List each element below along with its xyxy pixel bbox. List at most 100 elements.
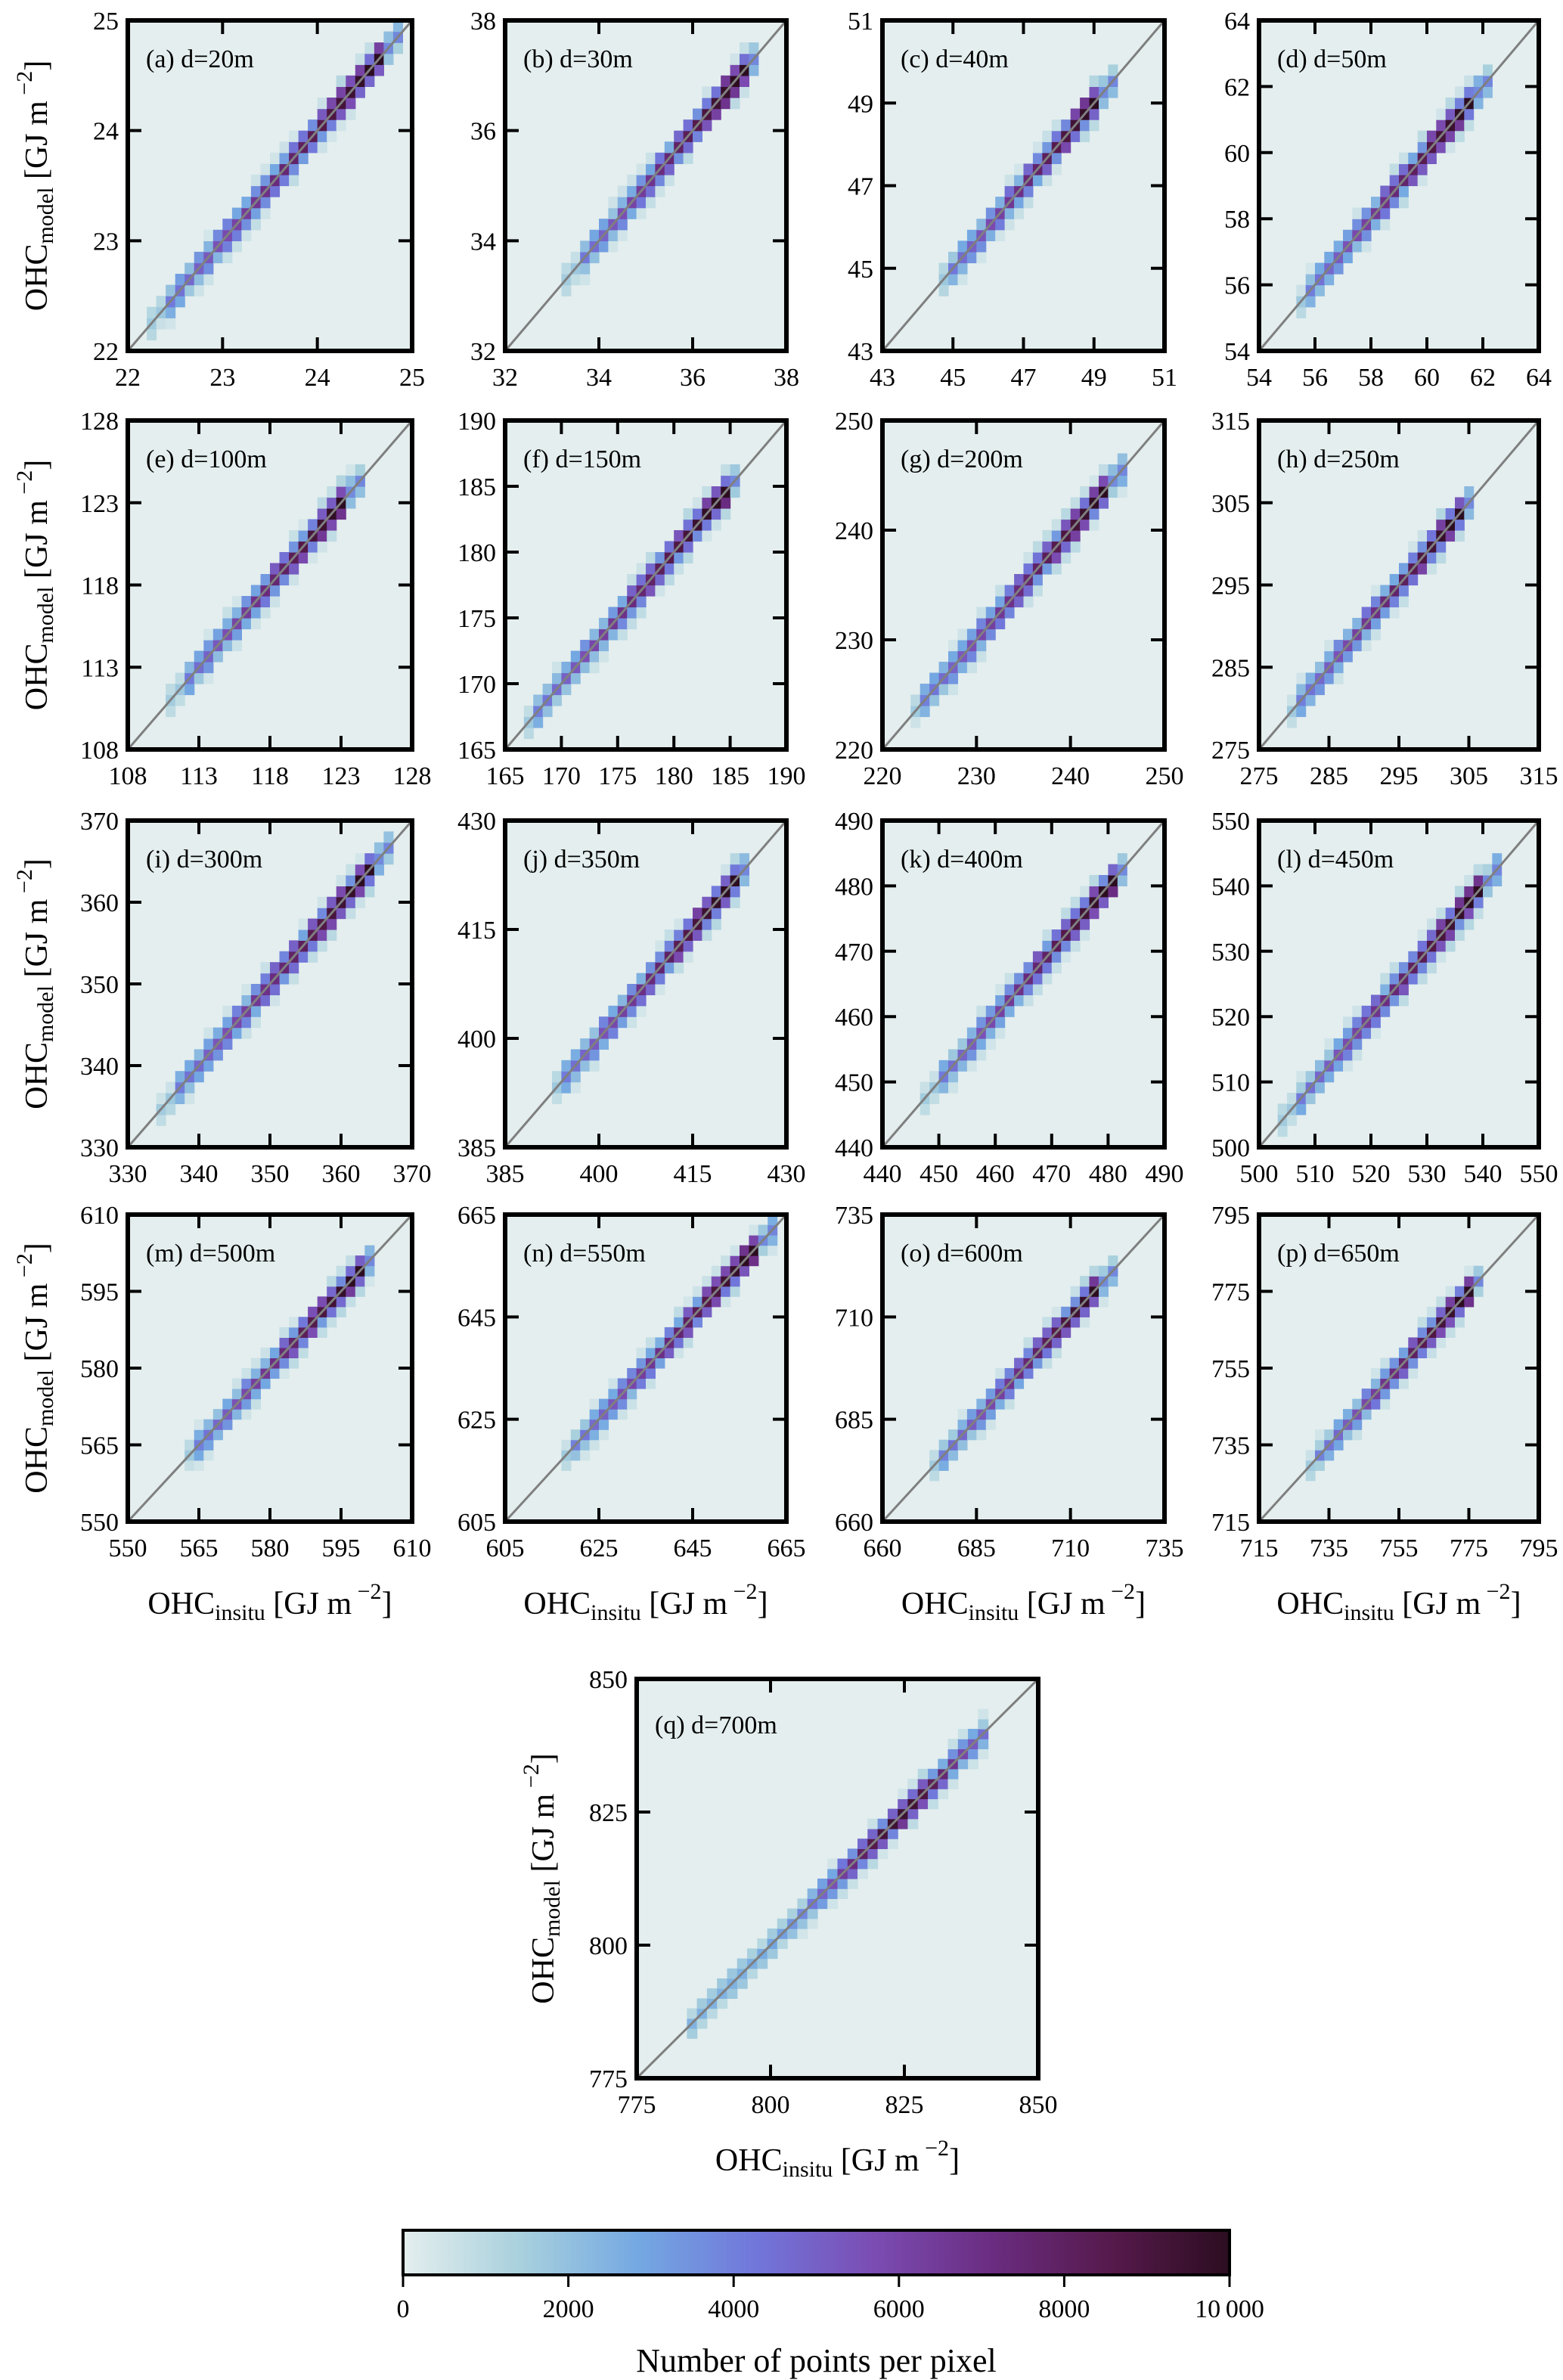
- histogram-cell: [270, 995, 281, 1007]
- y-tick-label: 540: [1211, 873, 1250, 901]
- histogram-cell: [1408, 174, 1419, 187]
- x-axis-label: OHCinsitu [GJ m −2]: [901, 1579, 1146, 1625]
- xlabel-close: ]: [1511, 1587, 1521, 1621]
- y-tick-label: 305: [1211, 490, 1250, 518]
- x-tick-label: 625: [580, 1534, 619, 1562]
- histogram-cell: [1117, 453, 1127, 465]
- histogram-cell: [308, 519, 318, 531]
- histogram-cell: [1042, 541, 1053, 553]
- histogram-cell: [327, 1286, 337, 1297]
- histogram-cell: [336, 875, 346, 886]
- xlabel-base: OHC: [523, 1587, 591, 1621]
- histogram-cell: [995, 219, 1006, 231]
- histogram-cell: [270, 1368, 281, 1379]
- histogram-cell: [674, 1337, 684, 1348]
- histogram-cell: [346, 896, 356, 908]
- histogram-cell: [317, 940, 327, 952]
- histogram-cell: [317, 108, 327, 120]
- histogram-cell: [1389, 1358, 1400, 1369]
- histogram-cell: [1061, 940, 1071, 952]
- histogram-cell: [995, 229, 1006, 241]
- histogram-cell: [1333, 672, 1344, 684]
- histogram-cell: [702, 1286, 712, 1297]
- histogram-cell: [1287, 1093, 1297, 1104]
- histogram-cell: [1352, 240, 1363, 253]
- histogram-cell: [995, 1398, 1006, 1410]
- histogram-cell: [1389, 995, 1400, 1007]
- histogram-cell: [346, 1265, 356, 1277]
- histogram-cell: [346, 108, 356, 120]
- histogram-cell: [1277, 1125, 1288, 1137]
- histogram-cell: [212, 1409, 223, 1420]
- histogram-cell: [561, 1081, 572, 1094]
- histogram-cell: [617, 596, 628, 608]
- y-axis-label: OHCmodel [GJ m −2]: [12, 460, 58, 710]
- xlabel-unit: [GJ m: [641, 1587, 728, 1621]
- histogram-cell: [1399, 962, 1409, 974]
- x-tick-label: 665: [768, 1534, 806, 1562]
- histogram-cell: [346, 875, 356, 886]
- histogram-cell: [599, 1016, 609, 1029]
- histogram-cell: [957, 1409, 968, 1420]
- histogram-cell: [847, 1848, 858, 1860]
- histogram-cell: [364, 42, 375, 54]
- histogram-cell: [203, 1038, 214, 1050]
- histogram-cell: [346, 475, 356, 487]
- panel-label: (q) d=700m: [655, 1711, 777, 1739]
- histogram-cell: [1445, 1317, 1456, 1328]
- histogram-cell: [1089, 1296, 1099, 1308]
- histogram-cell: [1455, 896, 1465, 908]
- histogram-cell: [1464, 75, 1475, 87]
- histogram-cell: [279, 1337, 290, 1348]
- histogram-cell: [250, 618, 261, 630]
- histogram-cell: [279, 1368, 290, 1379]
- histogram-cell: [346, 75, 356, 87]
- x-tick-label: 51: [1152, 364, 1177, 392]
- histogram-cell: [1464, 486, 1475, 498]
- histogram-cell: [947, 1779, 959, 1789]
- histogram-cell: [674, 563, 684, 575]
- histogram-cell: [231, 596, 242, 608]
- histogram-cell: [185, 662, 195, 674]
- histogram-cell: [1399, 1368, 1409, 1379]
- x-tick-label: 550: [109, 1534, 147, 1562]
- histogram-cell: [212, 650, 223, 662]
- x-tick-label: 54: [1246, 364, 1272, 392]
- x-tick-label: 180: [655, 762, 693, 790]
- histogram-cell: [298, 1337, 309, 1348]
- histogram-cell: [1361, 1389, 1372, 1400]
- histogram-cell: [957, 1419, 968, 1430]
- histogram-cell: [580, 1060, 591, 1072]
- histogram-cell: [308, 552, 318, 564]
- histogram-cell: [1023, 585, 1034, 597]
- histogram-cell: [1455, 1306, 1465, 1317]
- histogram-cell: [1004, 1368, 1015, 1379]
- histogram-cell: [570, 650, 581, 662]
- histogram-cell: [1061, 552, 1071, 564]
- histogram-cell: [1361, 240, 1372, 253]
- histogram-cell: [1032, 541, 1043, 553]
- histogram-cell: [1380, 1358, 1391, 1369]
- x-tick-label: 49: [1081, 364, 1107, 392]
- histogram-cell: [966, 229, 977, 241]
- one-to-one-line: [1258, 1213, 1540, 1523]
- histogram-cell: [355, 853, 365, 865]
- x-tick-label: 45: [940, 364, 966, 392]
- histogram-cell: [1464, 886, 1475, 898]
- histogram-cell: [289, 1347, 299, 1358]
- histogram-cell: [938, 1758, 949, 1770]
- histogram-cell: [730, 886, 740, 898]
- histogram-cell: [589, 1060, 600, 1072]
- one-to-one-line: [1258, 420, 1540, 750]
- histogram-cell: [185, 1460, 195, 1471]
- histogram-cell: [1061, 141, 1071, 154]
- histogram-cell: [1099, 1286, 1109, 1297]
- histogram-cell: [166, 1081, 176, 1094]
- histogram-cell: [250, 1358, 261, 1369]
- histogram-cell: [1371, 995, 1381, 1007]
- panel-label: (h) d=250m: [1277, 445, 1400, 473]
- x-tick-label: 510: [1296, 1160, 1335, 1188]
- histogram-cell: [807, 1918, 818, 1929]
